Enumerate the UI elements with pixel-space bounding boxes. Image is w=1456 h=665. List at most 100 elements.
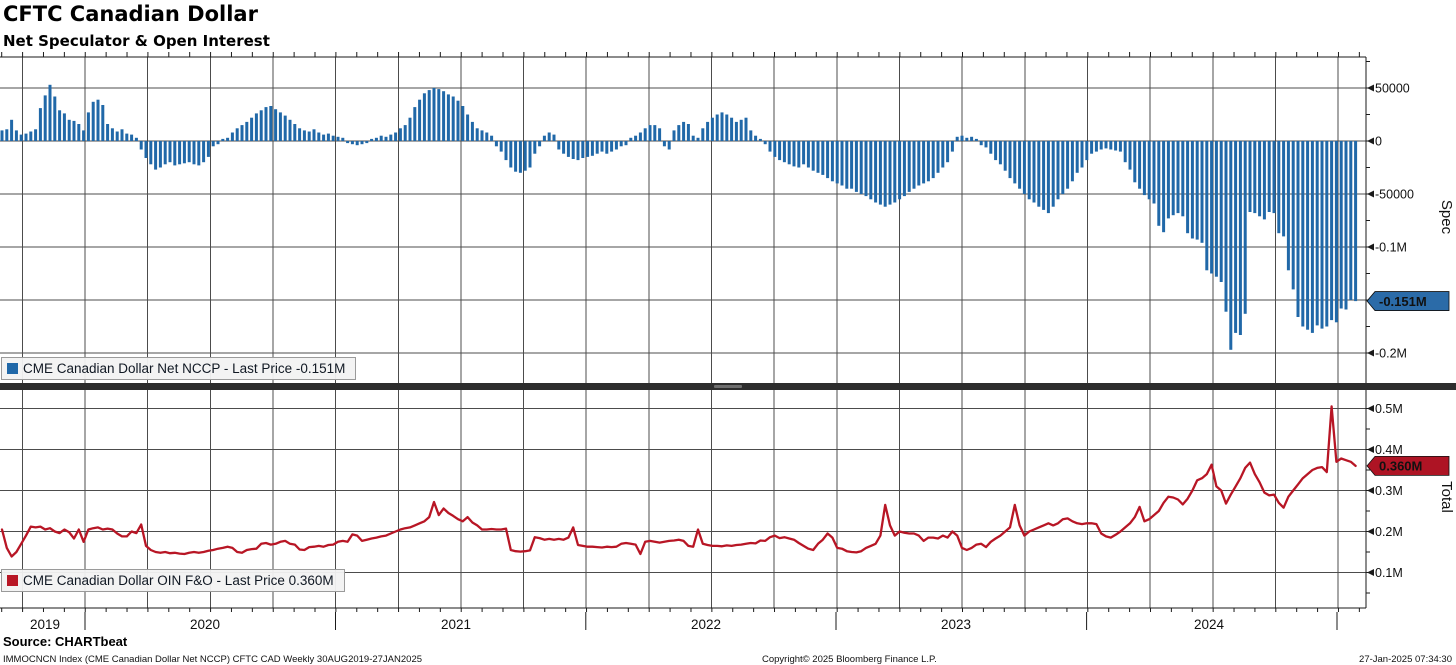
spec-bar bbox=[67, 119, 71, 141]
spec-bar bbox=[158, 141, 162, 168]
spec-bar bbox=[144, 141, 148, 158]
legend-spec-label: CME Canadian Dollar Net NCCP - Last Pric… bbox=[23, 361, 346, 376]
total-axis-tick-label-arrow-icon bbox=[1367, 405, 1374, 412]
spec-axis-tick-label: 0 bbox=[1375, 135, 1382, 149]
spec-bar bbox=[629, 137, 633, 141]
spec-bar bbox=[269, 106, 273, 141]
total-line-series bbox=[0, 405, 1357, 558]
spec-bar bbox=[950, 141, 954, 152]
spec-bar bbox=[1286, 141, 1290, 271]
spec-bar bbox=[1277, 141, 1281, 234]
spec-bar bbox=[1003, 141, 1007, 171]
spec-bar bbox=[648, 125, 652, 141]
spec-bar bbox=[734, 121, 738, 141]
spec-bar bbox=[120, 129, 124, 141]
spec-bar bbox=[24, 133, 28, 141]
spec-bar bbox=[590, 141, 594, 156]
spec-bar bbox=[58, 110, 62, 141]
spec-bar bbox=[662, 141, 666, 147]
spec-bar bbox=[1109, 141, 1113, 150]
spec-bar bbox=[1330, 141, 1334, 321]
total-axis-tick-label-arrow-icon bbox=[1367, 569, 1374, 576]
spec-bar bbox=[466, 114, 470, 141]
year-label-2022: 2022 bbox=[691, 617, 721, 632]
total-axis-tick-label: 0.2M bbox=[1375, 525, 1403, 539]
spec-last-price-tag-label: -0.151M bbox=[1379, 294, 1427, 309]
spec-bar bbox=[259, 110, 263, 141]
spec-bar bbox=[1090, 141, 1094, 154]
spec-bar bbox=[350, 141, 354, 145]
spec-bar bbox=[422, 93, 426, 141]
spec-bar bbox=[874, 141, 878, 203]
spec-bar bbox=[336, 136, 340, 141]
spec-bar bbox=[206, 141, 210, 157]
spec-axis-tick-label-arrow-icon bbox=[1367, 349, 1374, 357]
spec-bar bbox=[974, 138, 978, 141]
spec-bar bbox=[1094, 141, 1098, 152]
spec-bar bbox=[408, 117, 412, 141]
spec-bar bbox=[1022, 141, 1026, 194]
spec-axis-title: Spec bbox=[1438, 200, 1455, 235]
spec-bar bbox=[614, 141, 618, 150]
panel-divider-handle[interactable] bbox=[714, 385, 742, 388]
source-line: Source: CHARTbeat bbox=[3, 634, 128, 649]
spec-bar bbox=[1238, 141, 1242, 335]
spec-bar bbox=[1296, 141, 1300, 317]
chart-title: CFTC Canadian Dollar bbox=[3, 2, 258, 26]
spec-bar bbox=[490, 135, 494, 141]
spec-bar bbox=[1157, 141, 1161, 226]
spec-bar bbox=[989, 141, 993, 154]
spec-bar bbox=[778, 141, 782, 161]
spec-bar bbox=[365, 141, 369, 144]
spec-bar bbox=[595, 141, 599, 154]
spec-bar bbox=[437, 89, 441, 141]
spec-bar bbox=[427, 90, 431, 141]
spec-bar bbox=[187, 141, 191, 163]
spec-bar bbox=[331, 135, 335, 141]
spec-bar bbox=[720, 112, 724, 141]
spec-bar bbox=[370, 138, 374, 141]
spec-bar bbox=[91, 101, 95, 141]
spec-bar bbox=[547, 132, 551, 141]
spec-bar bbox=[706, 121, 710, 141]
spec-bar bbox=[758, 138, 762, 141]
total-series-swatch-icon bbox=[7, 575, 18, 586]
spec-bar bbox=[730, 117, 734, 141]
spec-bar bbox=[29, 131, 33, 141]
legend-total-series[interactable]: CME Canadian Dollar OIN F&O - Last Price… bbox=[1, 569, 345, 592]
spec-bar bbox=[907, 141, 911, 192]
spec-bar bbox=[686, 124, 690, 141]
spec-bar bbox=[288, 119, 292, 141]
spec-bar bbox=[898, 141, 902, 200]
total-axis-tick-label: 0.4M bbox=[1375, 443, 1403, 457]
spec-bar bbox=[355, 141, 359, 146]
spec-bar bbox=[1224, 141, 1228, 312]
spec-bar bbox=[523, 141, 527, 171]
spec-bar bbox=[254, 113, 258, 141]
spec-bar bbox=[43, 95, 47, 141]
spec-bar bbox=[634, 135, 638, 141]
spec-bar bbox=[1301, 141, 1305, 327]
spec-bar bbox=[768, 141, 772, 152]
spec-bar bbox=[1354, 141, 1358, 302]
legend-spec-series[interactable]: CME Canadian Dollar Net NCCP - Last Pric… bbox=[1, 357, 357, 380]
spec-bar bbox=[946, 141, 950, 163]
spec-bar bbox=[811, 141, 815, 171]
spec-bar bbox=[211, 141, 215, 147]
spec-bar bbox=[610, 141, 614, 152]
spec-bar bbox=[341, 137, 345, 141]
spec-bar bbox=[494, 141, 498, 147]
spec-bar bbox=[470, 121, 474, 141]
spec-bar bbox=[1080, 141, 1084, 168]
spec-bar bbox=[86, 112, 90, 141]
spec-bar bbox=[1051, 141, 1055, 207]
spec-bar bbox=[701, 128, 705, 141]
spec-bar bbox=[1114, 141, 1118, 151]
spec-bar bbox=[715, 114, 719, 141]
spec-bar bbox=[835, 141, 839, 184]
spec-bar bbox=[826, 141, 830, 179]
spec-bar bbox=[571, 141, 575, 159]
spec-bar bbox=[797, 141, 801, 168]
spec-bar bbox=[850, 141, 854, 189]
spec-bar bbox=[302, 130, 306, 141]
